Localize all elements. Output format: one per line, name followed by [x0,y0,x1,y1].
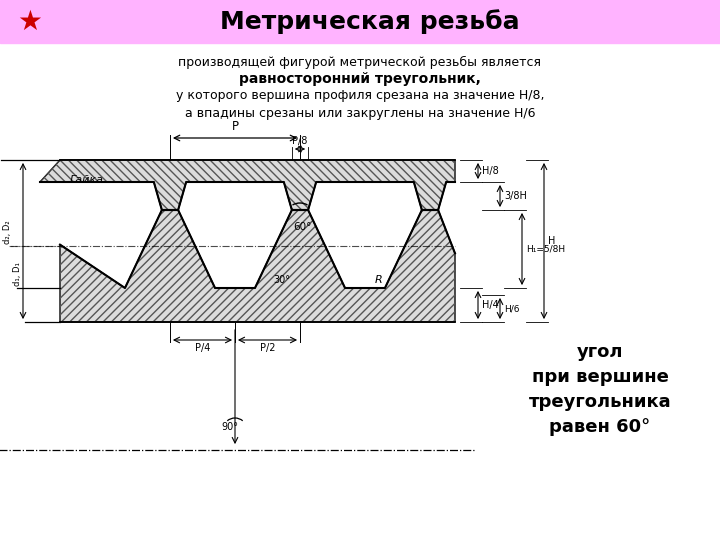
Text: угол: угол [577,343,624,361]
Text: d₂, D₂: d₂, D₂ [3,220,12,244]
Polygon shape [60,210,455,322]
Text: производящей фигурой метрической резьбы является: производящей фигурой метрической резьбы … [179,56,541,69]
Text: H: H [548,236,555,246]
Text: 30°: 30° [274,275,290,285]
Text: d, D: d, D [0,302,2,320]
Text: 3/8H: 3/8H [504,191,527,201]
Text: P/2: P/2 [260,343,275,353]
Text: P/4: P/4 [195,343,210,353]
Bar [0,0,720,43]
Text: H/6: H/6 [504,304,520,313]
Text: 60°: 60° [293,222,311,232]
Text: равен 60°: равен 60° [549,418,651,436]
Text: H₁=5/8H: H₁=5/8H [526,245,565,253]
Text: Метрическая резьба: Метрическая резьба [220,10,520,35]
Text: а впадины срезаны или закруглены на значение Н/6: а впадины срезаны или закруглены на знач… [185,106,535,119]
Text: d₁, D₁: d₁, D₁ [13,262,22,286]
Text: при вершине: при вершине [531,368,668,386]
Text: Гайка: Гайка [70,175,104,185]
Polygon shape [40,160,455,210]
Text: равносторонний треугольник,: равносторонний треугольник, [239,72,481,86]
Text: P: P [232,120,238,133]
Text: треугольника: треугольника [528,393,671,411]
Text: P/8: P/8 [292,136,307,146]
Text: у которого вершина профиля срезана на значение Н/8,: у которого вершина профиля срезана на зн… [176,90,544,103]
Text: H/4: H/4 [482,300,499,310]
Text: ★: ★ [17,8,42,36]
Text: R: R [375,275,383,285]
Text: 90°: 90° [222,422,238,432]
Text: H/8: H/8 [482,166,499,176]
